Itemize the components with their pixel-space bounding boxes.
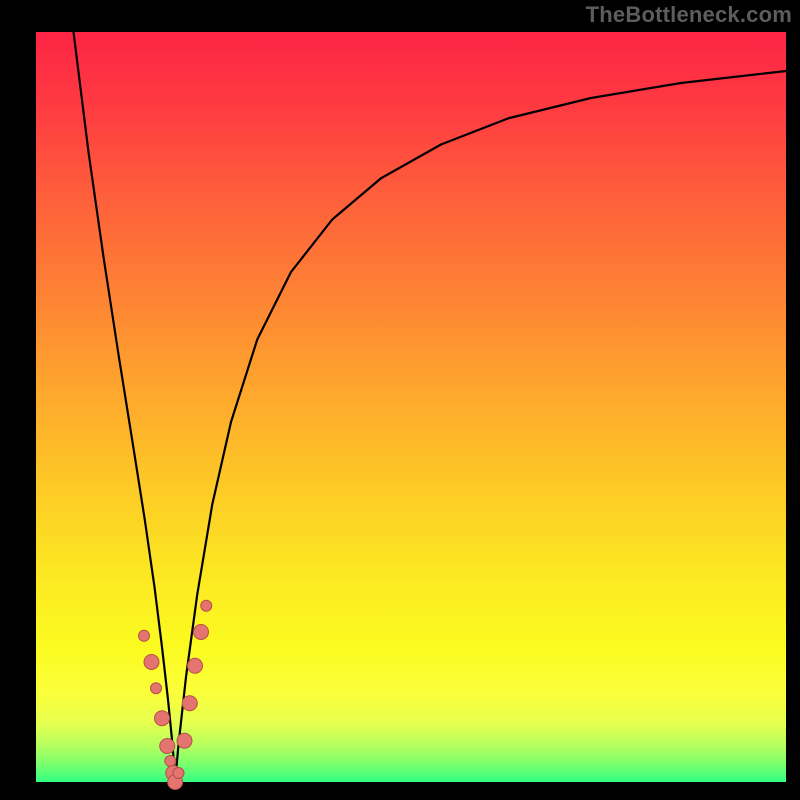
chart-stage: TheBottleneck.com [0, 0, 800, 800]
marker-point [173, 768, 184, 779]
plot-background-gradient [36, 32, 786, 782]
marker-point [155, 711, 170, 726]
watermark-text: TheBottleneck.com [586, 2, 792, 28]
marker-point [160, 739, 175, 754]
marker-point [139, 630, 150, 641]
bottleneck-chart [0, 0, 800, 800]
marker-point [151, 683, 162, 694]
marker-point [188, 658, 203, 673]
marker-point [177, 733, 192, 748]
marker-point [144, 655, 159, 670]
marker-point [182, 696, 197, 711]
marker-point [201, 600, 212, 611]
marker-point [165, 756, 176, 767]
marker-point [194, 625, 209, 640]
